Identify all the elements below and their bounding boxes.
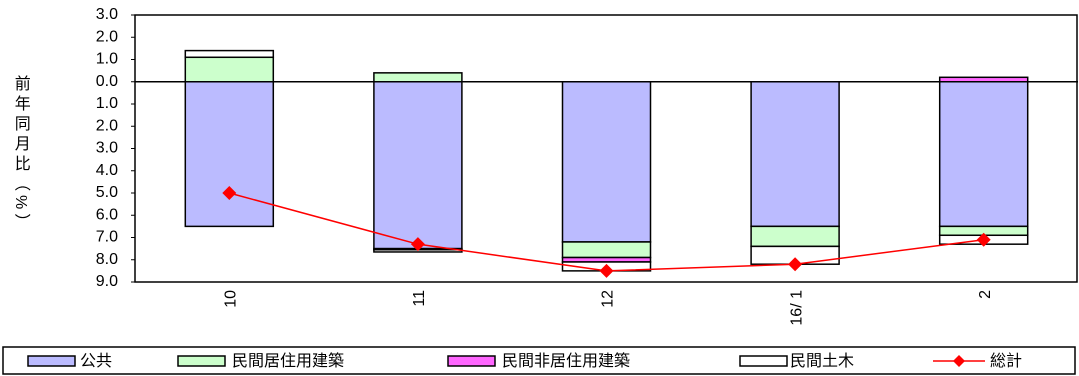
y-tick-label: 8.0 xyxy=(96,251,118,268)
y-tick-label: 3.0 xyxy=(96,140,118,157)
legend-label: 民間土木 xyxy=(790,352,854,370)
y-tick-label: 3.0 xyxy=(96,6,118,23)
y-tick-label: 2.0 xyxy=(96,117,118,134)
bar-segment xyxy=(184,56,275,83)
y-tick-label: 4.0 xyxy=(96,162,118,179)
y-tick-label: 5.0 xyxy=(96,184,118,201)
total-marker xyxy=(976,232,991,247)
y-tick-label: 1.0 xyxy=(96,95,118,112)
bar-segment xyxy=(184,81,275,228)
x-tick-label: 16/ 1 xyxy=(788,290,805,326)
y-axis-title: 前年同月比（%） xyxy=(12,75,31,233)
legend-label: 民間非居住用建築 xyxy=(502,352,630,370)
bar-segment xyxy=(373,81,463,250)
legend-swatch xyxy=(739,355,788,367)
legend-label: 公共 xyxy=(80,352,112,370)
y-tick-label: 9.0 xyxy=(96,273,118,290)
bar-segment xyxy=(750,81,840,228)
bar-segment xyxy=(561,241,652,259)
legend-swatch xyxy=(27,355,76,367)
x-tick-label: 11 xyxy=(411,290,428,307)
y-tick-label: 1.0 xyxy=(96,51,118,68)
bar-segment xyxy=(373,72,463,83)
bar-segment xyxy=(938,81,1029,228)
total-marker xyxy=(222,186,237,200)
x-tick-label: 12 xyxy=(600,290,617,308)
total-marker xyxy=(410,237,425,252)
plot-frame xyxy=(134,14,1078,283)
bar-segment xyxy=(561,81,652,243)
legend-swatch xyxy=(447,355,496,367)
bar-segment xyxy=(750,225,840,248)
y-tick-label: 0.0 xyxy=(96,73,118,90)
total-marker xyxy=(788,257,803,272)
x-tick-label: 10 xyxy=(223,290,240,308)
legend-marker xyxy=(953,355,965,367)
x-tick-label: 2 xyxy=(977,290,994,299)
legend-label: 総計 xyxy=(990,352,1022,370)
y-tick-label: 6.0 xyxy=(96,206,118,223)
legend-swatch xyxy=(177,355,226,367)
legend-box xyxy=(2,346,1076,375)
bar-segment xyxy=(184,49,275,59)
y-tick-label: 7.0 xyxy=(96,229,118,246)
legend-label: 民間居住用建築 xyxy=(232,352,344,370)
total-marker xyxy=(599,263,614,278)
y-tick-label: 2.0 xyxy=(96,28,118,45)
